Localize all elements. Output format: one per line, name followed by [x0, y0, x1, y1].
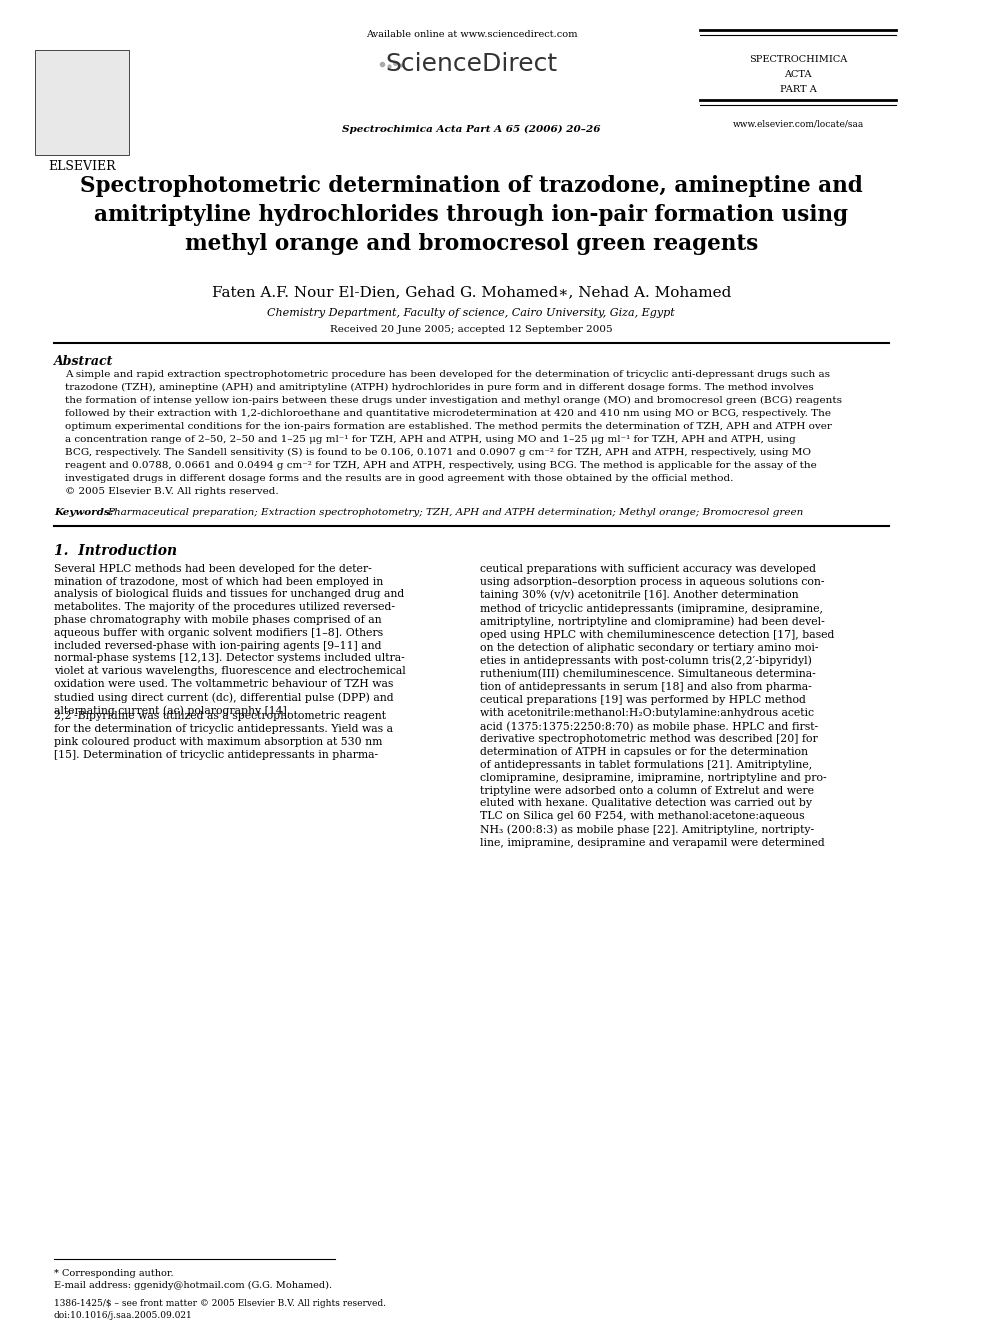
Text: E-mail address: ggenidy@hotmail.com (G.G. Mohamed).: E-mail address: ggenidy@hotmail.com (G.G… [54, 1281, 332, 1290]
Text: Spectrophotometric determination of trazodone, amineptine and
amitriptyline hydr: Spectrophotometric determination of traz… [80, 175, 863, 254]
Text: Several HPLC methods had been developed for the deter-
mination of trazodone, mo: Several HPLC methods had been developed … [54, 564, 406, 716]
Text: reagent and 0.0788, 0.0661 and 0.0494 g cm⁻² for TZH, APH and ATPH, respectively: reagent and 0.0788, 0.0661 and 0.0494 g … [65, 460, 816, 470]
Text: the formation of intense yellow ion-pairs between these drugs under investigatio: the formation of intense yellow ion-pair… [65, 396, 842, 405]
Text: Pharmaceutical preparation; Extraction spectrophotometry; TZH, APH and ATPH dete: Pharmaceutical preparation; Extraction s… [107, 508, 804, 517]
Text: Faten A.F. Nour El-Dien, Gehad G. Mohamed∗, Nehad A. Mohamed: Faten A.F. Nour El-Dien, Gehad G. Mohame… [211, 284, 731, 299]
Text: SPECTROCHIMICA: SPECTROCHIMICA [749, 56, 847, 64]
Text: www.elsevier.com/locate/saa: www.elsevier.com/locate/saa [732, 120, 864, 128]
Text: * Corresponding author.: * Corresponding author. [54, 1270, 174, 1278]
Text: PART A: PART A [780, 85, 816, 94]
FancyBboxPatch shape [35, 50, 129, 155]
Text: ceutical preparations with sufficient accuracy was developed
using adsorption–de: ceutical preparations with sufficient ac… [480, 564, 834, 848]
Text: Spectrochimica Acta Part A 65 (2006) 20–26: Spectrochimica Acta Part A 65 (2006) 20–… [342, 124, 600, 134]
Text: ACTA: ACTA [785, 70, 811, 79]
Text: ELSEVIER: ELSEVIER [48, 160, 116, 173]
Text: ScienceDirect: ScienceDirect [385, 52, 558, 75]
Text: investigated drugs in different dosage forms and the results are in good agreeme: investigated drugs in different dosage f… [65, 474, 733, 483]
Text: doi:10.1016/j.saa.2005.09.021: doi:10.1016/j.saa.2005.09.021 [54, 1311, 192, 1320]
Text: trazodone (TZH), amineptine (APH) and amitriptyline (ATPH) hydrochlorides in pur: trazodone (TZH), amineptine (APH) and am… [65, 382, 813, 392]
Text: Received 20 June 2005; accepted 12 September 2005: Received 20 June 2005; accepted 12 Septe… [330, 325, 613, 333]
Text: 2,2′-Bipyridine was utilized as a spectrophotometric reagent
for the determinati: 2,2′-Bipyridine was utilized as a spectr… [54, 712, 393, 759]
Text: followed by their extraction with 1,2-dichloroethane and quantitative microdeter: followed by their extraction with 1,2-di… [65, 409, 831, 418]
Text: BCG, respectively. The Sandell sensitivity (S) is found to be 0.106, 0.1071 and : BCG, respectively. The Sandell sensitivi… [65, 447, 811, 456]
Text: Keywords:: Keywords: [54, 508, 113, 517]
Text: Abstract: Abstract [54, 355, 113, 368]
Text: a concentration range of 2–50, 2–50 and 1–25 μg ml⁻¹ for TZH, APH and ATPH, usin: a concentration range of 2–50, 2–50 and … [65, 435, 796, 443]
Text: A simple and rapid extraction spectrophotometric procedure has been developed fo: A simple and rapid extraction spectropho… [65, 370, 830, 378]
Text: 1.  Introduction: 1. Introduction [54, 544, 177, 558]
Text: Chemistry Department, Faculty of science, Cairo University, Giza, Egypt: Chemistry Department, Faculty of science… [268, 308, 676, 318]
Text: Available online at www.sciencedirect.com: Available online at www.sciencedirect.co… [366, 30, 577, 38]
Text: 1386-1425/$ – see front matter © 2005 Elsevier B.V. All rights reserved.: 1386-1425/$ – see front matter © 2005 El… [54, 1299, 386, 1308]
Text: optimum experimental conditions for the ion-pairs formation are established. The: optimum experimental conditions for the … [65, 422, 832, 431]
Text: © 2005 Elsevier B.V. All rights reserved.: © 2005 Elsevier B.V. All rights reserved… [65, 487, 279, 496]
